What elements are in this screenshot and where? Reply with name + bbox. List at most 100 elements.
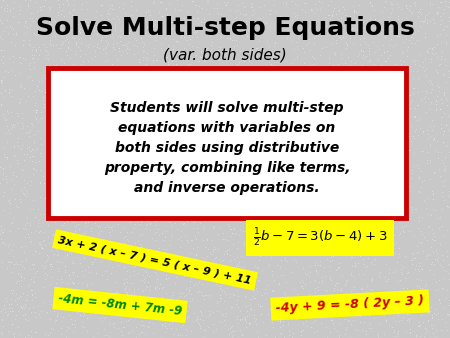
Point: [227, 121, 234, 127]
Point: [411, 328, 418, 334]
Point: [58, 280, 65, 285]
Point: [193, 45, 200, 50]
Point: [404, 47, 411, 52]
Point: [155, 108, 162, 113]
Point: [310, 210, 318, 216]
Point: [136, 241, 144, 247]
Point: [236, 233, 243, 238]
Point: [10, 261, 18, 266]
Point: [234, 262, 241, 267]
Point: [76, 79, 83, 84]
Point: [326, 134, 333, 140]
Point: [254, 15, 261, 20]
Point: [396, 57, 404, 63]
Point: [135, 77, 142, 82]
Point: [24, 232, 32, 237]
Point: [160, 27, 167, 32]
Point: [211, 136, 218, 142]
Point: [369, 301, 377, 307]
Point: [144, 172, 152, 178]
Point: [250, 213, 257, 218]
Point: [347, 90, 355, 95]
Point: [428, 51, 436, 56]
Point: [233, 103, 240, 109]
Point: [116, 110, 123, 116]
Point: [381, 58, 388, 64]
Point: [68, 187, 75, 192]
Point: [95, 112, 102, 117]
Point: [439, 286, 446, 291]
Point: [390, 80, 397, 86]
Point: [429, 237, 436, 242]
Point: [287, 211, 294, 216]
Point: [321, 14, 328, 20]
Point: [211, 71, 218, 76]
Point: [180, 142, 187, 147]
Point: [422, 89, 429, 94]
Point: [123, 41, 130, 46]
Point: [257, 31, 265, 37]
Point: [307, 90, 315, 95]
Point: [236, 283, 243, 288]
Point: [108, 32, 115, 37]
Point: [333, 146, 341, 151]
Point: [289, 102, 296, 107]
Point: [169, 212, 176, 217]
Point: [399, 288, 406, 294]
Point: [169, 224, 176, 229]
Point: [194, 67, 201, 73]
Point: [446, 311, 450, 317]
Point: [9, 253, 17, 259]
Point: [126, 132, 133, 138]
Point: [209, 258, 216, 263]
Point: [277, 324, 284, 330]
Point: [328, 317, 336, 323]
Point: [340, 181, 347, 187]
Point: [29, 107, 36, 113]
Point: [74, 301, 81, 307]
Point: [219, 211, 226, 217]
Point: [343, 29, 350, 35]
Point: [78, 169, 86, 174]
Point: [111, 320, 118, 325]
Point: [120, 136, 127, 141]
Point: [144, 24, 151, 30]
Point: [349, 200, 356, 205]
Point: [225, 147, 232, 153]
Point: [32, 214, 39, 219]
Point: [79, 273, 86, 278]
Point: [331, 220, 338, 225]
Point: [194, 117, 201, 122]
Point: [67, 302, 74, 307]
Point: [183, 308, 190, 314]
Point: [287, 166, 294, 171]
Point: [438, 286, 446, 291]
Point: [287, 180, 294, 186]
Point: [284, 98, 292, 103]
Point: [242, 11, 249, 17]
Point: [144, 214, 151, 220]
Point: [351, 75, 358, 80]
Point: [142, 88, 149, 93]
Point: [362, 152, 369, 158]
Point: [69, 329, 76, 334]
Point: [128, 303, 135, 308]
Point: [233, 14, 240, 19]
Point: [69, 321, 76, 327]
Point: [117, 39, 124, 44]
Point: [350, 4, 357, 9]
Point: [412, 41, 419, 46]
Point: [202, 268, 209, 273]
Point: [430, 234, 437, 239]
Point: [225, 246, 233, 251]
Point: [299, 285, 306, 291]
Point: [62, 242, 69, 247]
Point: [185, 164, 192, 170]
Point: [161, 50, 168, 55]
Point: [309, 203, 316, 208]
Point: [52, 133, 59, 138]
Point: [40, 237, 48, 243]
Point: [54, 154, 61, 160]
Point: [428, 117, 435, 123]
Point: [90, 79, 97, 85]
